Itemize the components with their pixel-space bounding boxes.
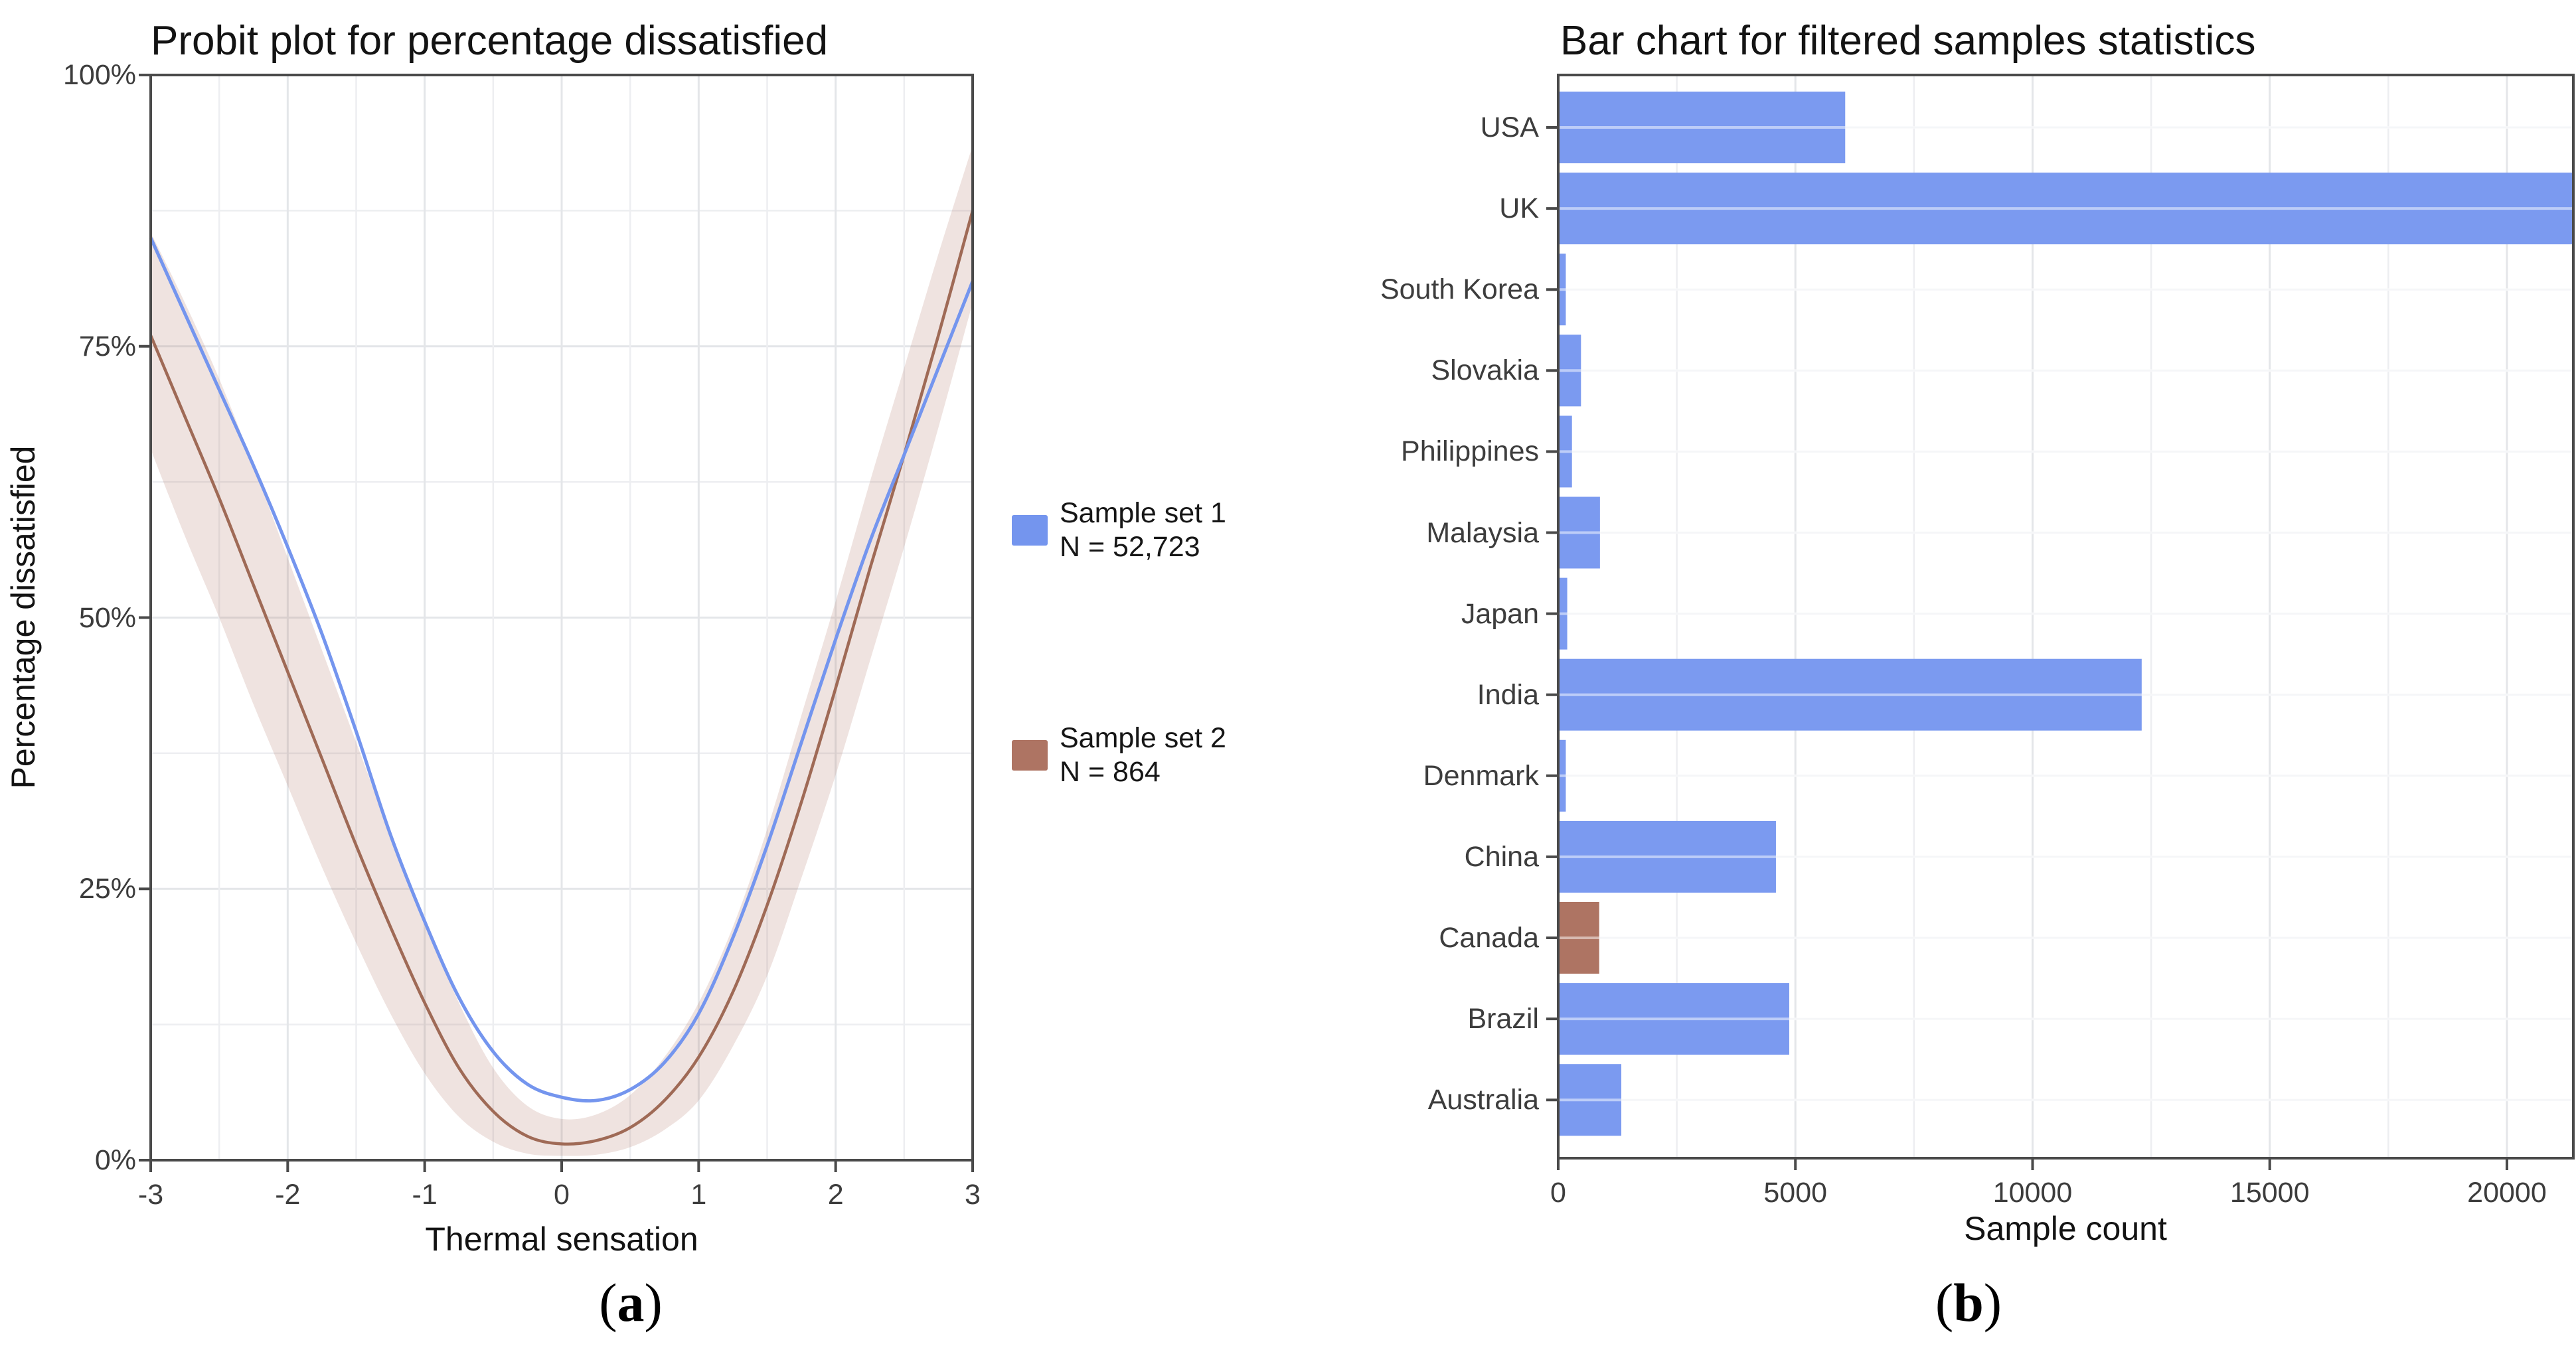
bar-category-label: Slovakia (1431, 354, 1539, 387)
bar-x-tick-label: 0 (1550, 1177, 1566, 1209)
sample-set-2-curve (149, 210, 975, 1146)
bar-category-label: Canada (1439, 922, 1539, 954)
probit-y-tick-label: 75% (78, 330, 136, 362)
bar-x-tick-label: 15000 (2229, 1177, 2310, 1209)
legend-series-n: N = 864 (1060, 756, 1161, 788)
probit-y-tick-label: 25% (78, 873, 136, 905)
probit-x-axis-title: Thermal sensation (425, 1221, 698, 1258)
bar-category-label: Brazil (1467, 1003, 1539, 1035)
sample-set-1-curve (149, 237, 975, 1103)
bar-x-tick-label: 5000 (1763, 1177, 1828, 1209)
probit-y-tick-label: 50% (78, 601, 136, 634)
legend-item-sample-set-1: Sample set 1 N = 52,723 (1012, 496, 1226, 564)
legend-series-name: Sample set 1 (1060, 497, 1226, 529)
bar-panel-border (1557, 74, 2575, 1160)
legend-swatch-sample-set-2 (1012, 740, 1048, 771)
caption-b-letter: b (1953, 1272, 1984, 1333)
probit-x-tick-label: -3 (137, 1179, 164, 1211)
probit-x-tick-label: 1 (690, 1179, 707, 1211)
caption-b-paren-open: ( (1935, 1272, 1954, 1333)
probit-x-tick-label: -1 (412, 1179, 438, 1211)
probit-x-tick-label: 3 (965, 1179, 981, 1211)
bar-x-tick-label: 10000 (1992, 1177, 2073, 1209)
bar-category-label: Australia (1427, 1084, 1539, 1116)
legend-series-n: N = 52,723 (1060, 531, 1200, 563)
bar-chart-title: Bar chart for filtered samples statistic… (1560, 18, 2256, 64)
probit-y-tick-label: 0% (94, 1144, 136, 1176)
bar-x-axis-title: Sample count (1964, 1210, 2167, 1247)
bar-category-label: South Korea (1380, 273, 1539, 306)
legend-label-sample-set-2: Sample set 2 N = 864 (1060, 721, 1226, 789)
caption-a: (a) (498, 1272, 764, 1334)
legend-series-name: Sample set 2 (1060, 722, 1226, 754)
caption-b-paren-close: ) (1983, 1272, 2002, 1333)
bar-category-label: India (1477, 678, 1539, 711)
bar-category-label: China (1464, 840, 1539, 873)
probit-x-tick-label: 2 (827, 1179, 844, 1211)
bar-category-label: Denmark (1423, 759, 1539, 792)
probit-x-tick-label: -2 (275, 1179, 301, 1211)
probit-y-tick-label: 100% (63, 59, 136, 91)
legend-swatch-sample-set-1 (1012, 515, 1048, 546)
probit-title: Probit plot for percentage dissatisfied (151, 18, 829, 64)
probit-x-tick-label: 0 (554, 1179, 570, 1211)
bar-category-label: UK (1499, 192, 1539, 225)
bar-category-label: Japan (1461, 597, 1539, 630)
caption-a-paren-close: ) (644, 1272, 663, 1333)
bar-category-label: USA (1480, 112, 1539, 143)
caption-a-paren-open: ( (599, 1272, 617, 1333)
bar-x-tick-label: 20000 (2467, 1177, 2547, 1209)
bar-category-label: Philippines (1401, 435, 1539, 468)
caption-b: (b) (1836, 1272, 2101, 1334)
bar-category-label: Malaysia (1426, 516, 1539, 549)
legend-label-sample-set-1: Sample set 1 N = 52,723 (1060, 496, 1226, 564)
legend-item-sample-set-2: Sample set 2 N = 864 (1012, 721, 1226, 789)
caption-a-letter: a (617, 1272, 645, 1333)
